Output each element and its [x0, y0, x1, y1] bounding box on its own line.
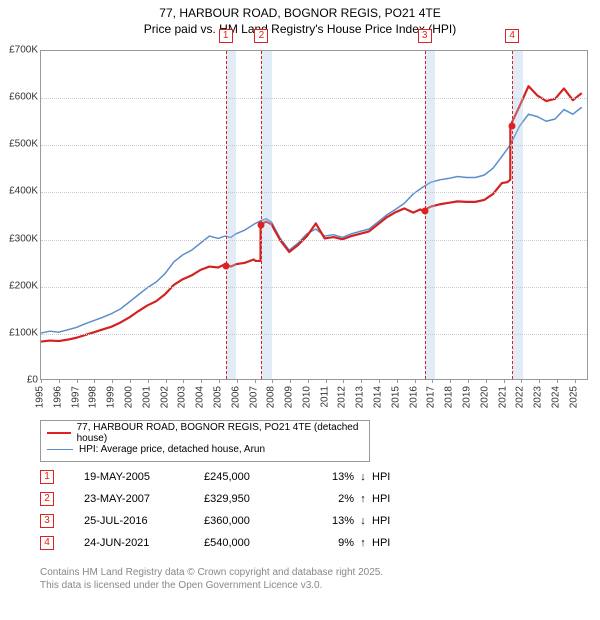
footer-line2: This data is licensed under the Open Gov… — [40, 580, 322, 591]
x-axis-label: 2008 — [266, 386, 277, 408]
transaction-row: 3 25-JUL-2016£360,00013%↓HPI — [40, 510, 412, 532]
x-axis-label: 2021 — [497, 386, 508, 408]
x-axis-label: 2015 — [390, 386, 401, 408]
x-axis-label: 2013 — [355, 386, 366, 408]
tx-arrow-icon: ↓ — [354, 471, 372, 483]
x-axis-label: 2010 — [301, 386, 312, 408]
x-axis-label: 2012 — [337, 386, 348, 408]
tx-number-box: 2 — [40, 492, 54, 506]
y-axis-label: £600K — [9, 92, 38, 103]
transaction-row: 2 23-MAY-2007£329,9502%↑HPI — [40, 488, 412, 510]
tx-percent: 13% — [304, 515, 354, 527]
tx-arrow-icon: ↑ — [354, 493, 372, 505]
tx-arrow-icon: ↓ — [354, 515, 372, 527]
y-axis-label: £200K — [9, 280, 38, 291]
tx-price: £540,000 — [204, 537, 304, 549]
tx-hpi-label: HPI — [372, 537, 412, 549]
x-axis-label: 2004 — [195, 386, 206, 408]
tx-date: 25-JUL-2016 — [84, 515, 204, 527]
x-axis-label: 2020 — [479, 386, 490, 408]
price-point-dot — [222, 262, 229, 269]
transaction-row: 4 24-JUN-2021£540,0009%↑HPI — [40, 532, 412, 554]
price-point-dot — [258, 222, 265, 229]
transaction-row: 1 19-MAY-2005£245,00013%↓HPI — [40, 466, 412, 488]
tx-number-box: 1 — [40, 470, 54, 484]
x-axis-label: 1995 — [35, 386, 46, 408]
tx-number-box: 4 — [40, 536, 54, 550]
price-point-dot — [509, 123, 516, 130]
x-axis-label: 1999 — [106, 386, 117, 408]
x-axis-label: 2014 — [373, 386, 384, 408]
x-axis-label: 2022 — [515, 386, 526, 408]
x-axis-label: 2024 — [550, 386, 561, 408]
legend-label: 77, HARBOUR ROAD, BOGNOR REGIS, PO21 4TE… — [77, 422, 363, 444]
tx-hpi-label: HPI — [372, 515, 412, 527]
tx-date: 24-JUN-2021 — [84, 537, 204, 549]
tx-arrow-icon: ↑ — [354, 537, 372, 549]
footer-line1: Contains HM Land Registry data © Crown c… — [40, 567, 383, 578]
x-axis-label: 2000 — [123, 386, 134, 408]
title-line2: Price paid vs. HM Land Registry's House … — [144, 22, 456, 36]
marker-label-box: 3 — [418, 29, 432, 43]
x-axis-label: 2009 — [284, 386, 295, 408]
legend-box: 77, HARBOUR ROAD, BOGNOR REGIS, PO21 4TE… — [40, 420, 370, 462]
x-axis-label: 2003 — [177, 386, 188, 408]
legend-label: HPI: Average price, detached house, Arun — [79, 444, 265, 455]
series-price_paid — [41, 86, 582, 341]
tx-percent: 13% — [304, 471, 354, 483]
x-axis-label: 2023 — [533, 386, 544, 408]
legend-item: 77, HARBOUR ROAD, BOGNOR REGIS, PO21 4TE… — [47, 425, 363, 441]
x-axis-label: 2006 — [230, 386, 241, 408]
tx-price: £360,000 — [204, 515, 304, 527]
y-axis-label: £300K — [9, 233, 38, 244]
x-axis-label: 2005 — [212, 386, 223, 408]
legend-swatch-red — [47, 432, 71, 434]
x-axis-label: 2025 — [568, 386, 579, 408]
transactions-table: 119-MAY-2005£245,00013%↓HPI223-MAY-2007£… — [40, 466, 412, 554]
marker-label-box: 2 — [254, 29, 268, 43]
x-axis-label: 2001 — [141, 386, 152, 408]
y-axis-label: £500K — [9, 139, 38, 150]
x-axis-label: 1998 — [88, 386, 99, 408]
marker-label-box: 4 — [505, 29, 519, 43]
y-axis-label: £0 — [27, 375, 38, 386]
tx-percent: 2% — [304, 493, 354, 505]
x-axis-label: 1996 — [52, 386, 63, 408]
y-axis-label: £100K — [9, 327, 38, 338]
series-hpi — [41, 107, 582, 333]
chart-lines-svg — [41, 51, 587, 379]
tx-number-box: 3 — [40, 514, 54, 528]
tx-hpi-label: HPI — [372, 471, 412, 483]
tx-price: £245,000 — [204, 471, 304, 483]
x-axis-label: 2018 — [444, 386, 455, 408]
x-axis-label: 2007 — [248, 386, 259, 408]
marker-label-box: 1 — [219, 29, 233, 43]
x-axis-label: 2002 — [159, 386, 170, 408]
legend-swatch-blue — [47, 449, 73, 450]
chart-plot-area: 1234 — [40, 50, 588, 380]
tx-date: 19-MAY-2005 — [84, 471, 204, 483]
tx-date: 23-MAY-2007 — [84, 493, 204, 505]
price-point-dot — [421, 208, 428, 215]
title-line1: 77, HARBOUR ROAD, BOGNOR REGIS, PO21 4TE — [159, 6, 440, 20]
y-axis-label: £400K — [9, 186, 38, 197]
tx-hpi-label: HPI — [372, 493, 412, 505]
tx-percent: 9% — [304, 537, 354, 549]
y-axis-label: £700K — [9, 45, 38, 56]
footer-attribution: Contains HM Land Registry data © Crown c… — [40, 566, 383, 592]
x-axis-label: 2019 — [462, 386, 473, 408]
x-axis-label: 1997 — [70, 386, 81, 408]
x-axis-label: 2016 — [408, 386, 419, 408]
x-axis-label: 2017 — [426, 386, 437, 408]
tx-price: £329,950 — [204, 493, 304, 505]
x-axis-label: 2011 — [319, 386, 330, 408]
